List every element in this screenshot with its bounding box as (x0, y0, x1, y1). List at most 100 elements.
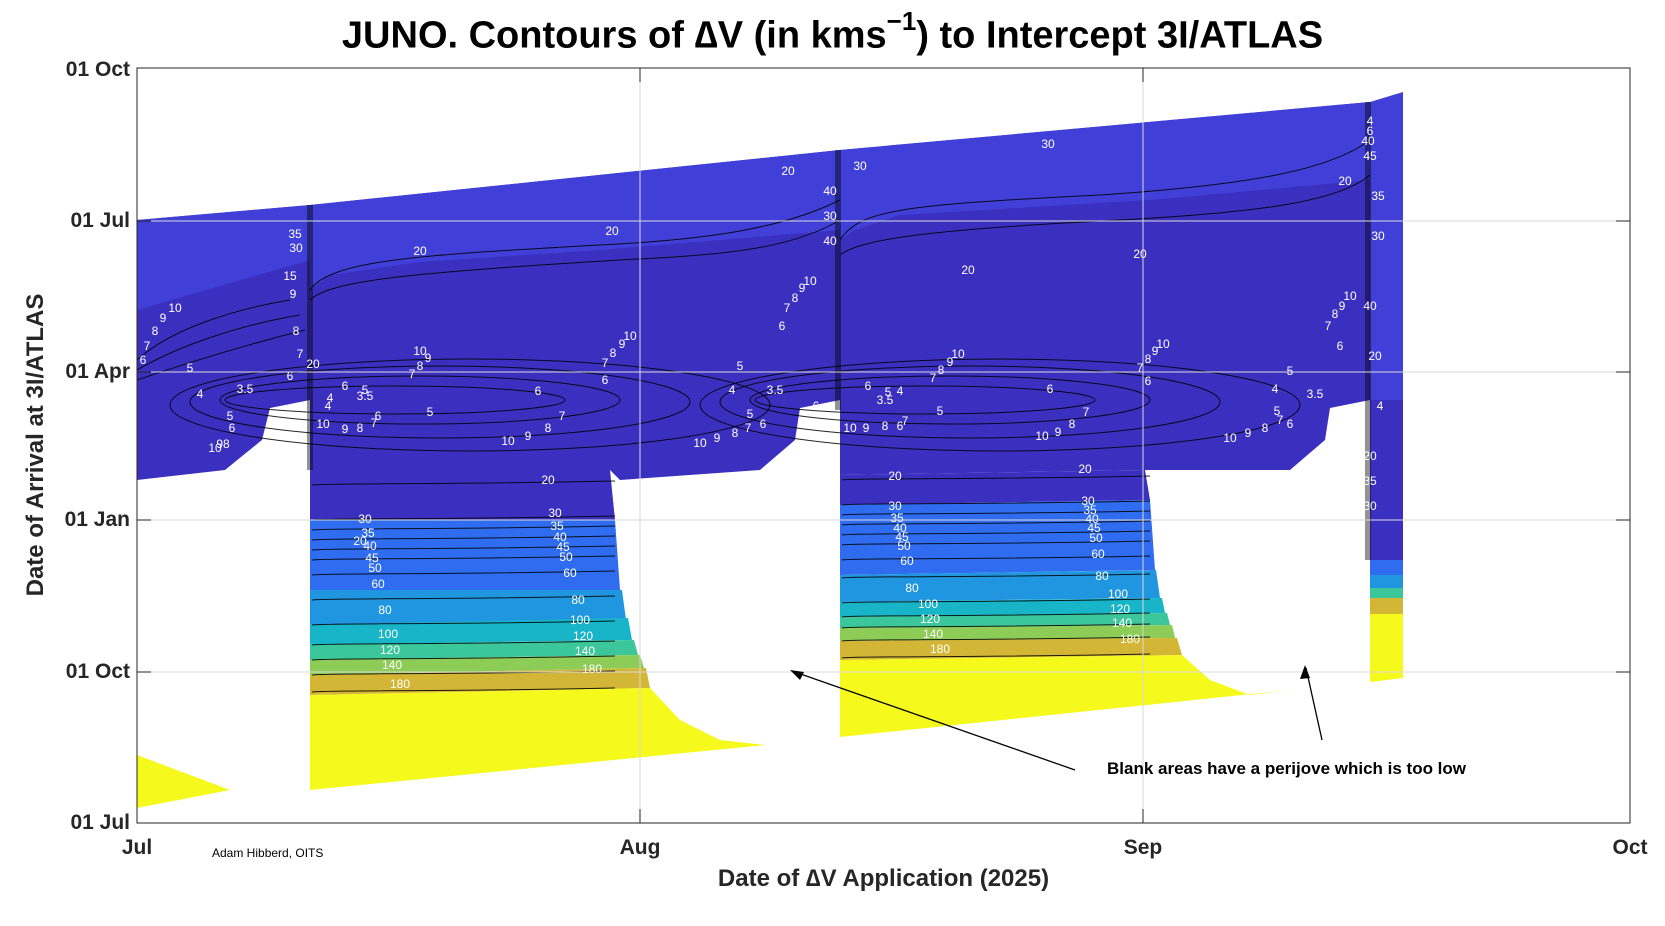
contour-label: 35 (288, 227, 302, 241)
contour-line (311, 595, 616, 601)
y-axis-label: Date of Arrival at 3I/ATLAS (22, 293, 49, 597)
contour-label: 30 (1081, 494, 1095, 508)
contour-line (841, 510, 1151, 516)
contour-label: 6 (1367, 124, 1374, 138)
contour-label: 10 (316, 417, 330, 431)
contour-label: 20 (605, 224, 619, 238)
band-region (310, 470, 615, 520)
contour-line (841, 475, 1151, 481)
contour-label: 7 (559, 409, 566, 423)
contour-label: 7 (1083, 405, 1090, 419)
contour-label: 10 (1343, 289, 1357, 303)
contour-label: 4 (327, 391, 334, 405)
contour-label: 35 (361, 526, 375, 540)
contour-label: 10 (501, 434, 515, 448)
annotation-text: Blank areas have a perijove which is too… (1107, 759, 1467, 778)
contour-label: 180 (930, 642, 950, 656)
contour-label: 8 (1332, 307, 1339, 321)
contour-label: 45 (1363, 149, 1377, 163)
contour-label: 3.5 (877, 393, 894, 407)
contour-label: 98 (216, 437, 230, 451)
axes-box (136, 67, 1631, 824)
band-region (840, 655, 1290, 737)
contour-line (311, 640, 616, 646)
y-tick-label: 01 Jul (70, 811, 130, 834)
contour-label: 30 (1041, 137, 1055, 151)
contour-label: 120 (380, 643, 400, 657)
contour-label: 6 (229, 421, 236, 435)
contour-label: 120 (573, 629, 593, 643)
band-region (137, 205, 310, 310)
contour-label: 140 (575, 644, 595, 658)
contour-label: 7 (930, 371, 937, 385)
contour-label: 6 (375, 409, 382, 423)
contour-line (311, 525, 616, 531)
contour-line (309, 219, 841, 301)
contour-ellipse (219, 375, 621, 425)
contour-line (841, 636, 1151, 642)
contour-line (839, 174, 1371, 256)
contour-label: 6 (140, 353, 147, 367)
contour-label: 8 (732, 426, 739, 440)
contour-label: 6 (1287, 417, 1294, 431)
contour-label: 4 (1367, 114, 1374, 128)
y-tick-label: 01 Jul (70, 209, 130, 232)
contour-label: 6 (1337, 339, 1344, 353)
contour-line (841, 598, 1151, 604)
contour-label: 4 (325, 399, 332, 413)
contour-label: 7 (409, 367, 416, 381)
contour-label: 7 (371, 416, 378, 430)
contour-label: 180 (390, 677, 410, 691)
contour-label: 40 (1085, 512, 1099, 526)
contour-label: 9 (799, 281, 806, 295)
contour-label: 45 (895, 530, 909, 544)
x-tick-label: Oct (1612, 836, 1648, 859)
contour-line (311, 545, 616, 551)
contour-line (311, 480, 616, 486)
contour-label: 3.5 (1307, 387, 1324, 401)
contour-label: 6 (535, 384, 542, 398)
contour-label: 9 (1339, 299, 1346, 313)
contour-label: 120 (920, 612, 940, 626)
contour-label: 9 (525, 429, 532, 443)
contour-label: 9 (863, 421, 870, 435)
contour-label: 8 (1145, 352, 1152, 366)
contour-label: 80 (378, 603, 392, 617)
contour-label: 4 (197, 387, 204, 401)
contour-label: 6 (897, 419, 904, 433)
contour-label: 180 (582, 662, 602, 676)
contour-label: 4 (1272, 382, 1279, 396)
credit-text: Adam Hibberd, OITS (212, 846, 324, 860)
contour-label: 20 (781, 164, 795, 178)
contour-label: 8 (293, 324, 300, 338)
contour-label: 6 (1145, 374, 1152, 388)
contour-line (839, 139, 1371, 241)
contour-line (311, 535, 616, 541)
contour-label: 60 (371, 577, 385, 591)
contour-line (311, 515, 616, 521)
contour-label: 80 (571, 593, 585, 607)
contour-label: 7 (1325, 319, 1332, 333)
contour-label: 9 (1245, 426, 1252, 440)
contour-label: 20 (413, 244, 427, 258)
contour-label: 45 (556, 540, 570, 554)
band-region (310, 618, 632, 645)
band-region (1370, 614, 1403, 682)
contour-label: 10 (843, 421, 857, 435)
band-region (1370, 92, 1403, 400)
contour-label: 120 (1110, 602, 1130, 616)
contour-label: 30 (888, 499, 902, 513)
y-tick-label: 01 Oct (65, 58, 130, 81)
band-region (1370, 588, 1403, 598)
contour-label: 30 (358, 512, 372, 526)
annotation-arrowhead (1300, 665, 1310, 679)
contour-label: 40 (553, 530, 567, 544)
contour-label: 30 (289, 241, 303, 255)
contour-label: 6 (1047, 382, 1054, 396)
contour-label: 60 (563, 566, 577, 580)
contour-label: 8 (882, 419, 889, 433)
contour-label: 6 (602, 373, 609, 387)
band-region (1370, 560, 1403, 575)
contour-label: 35 (1363, 474, 1377, 488)
